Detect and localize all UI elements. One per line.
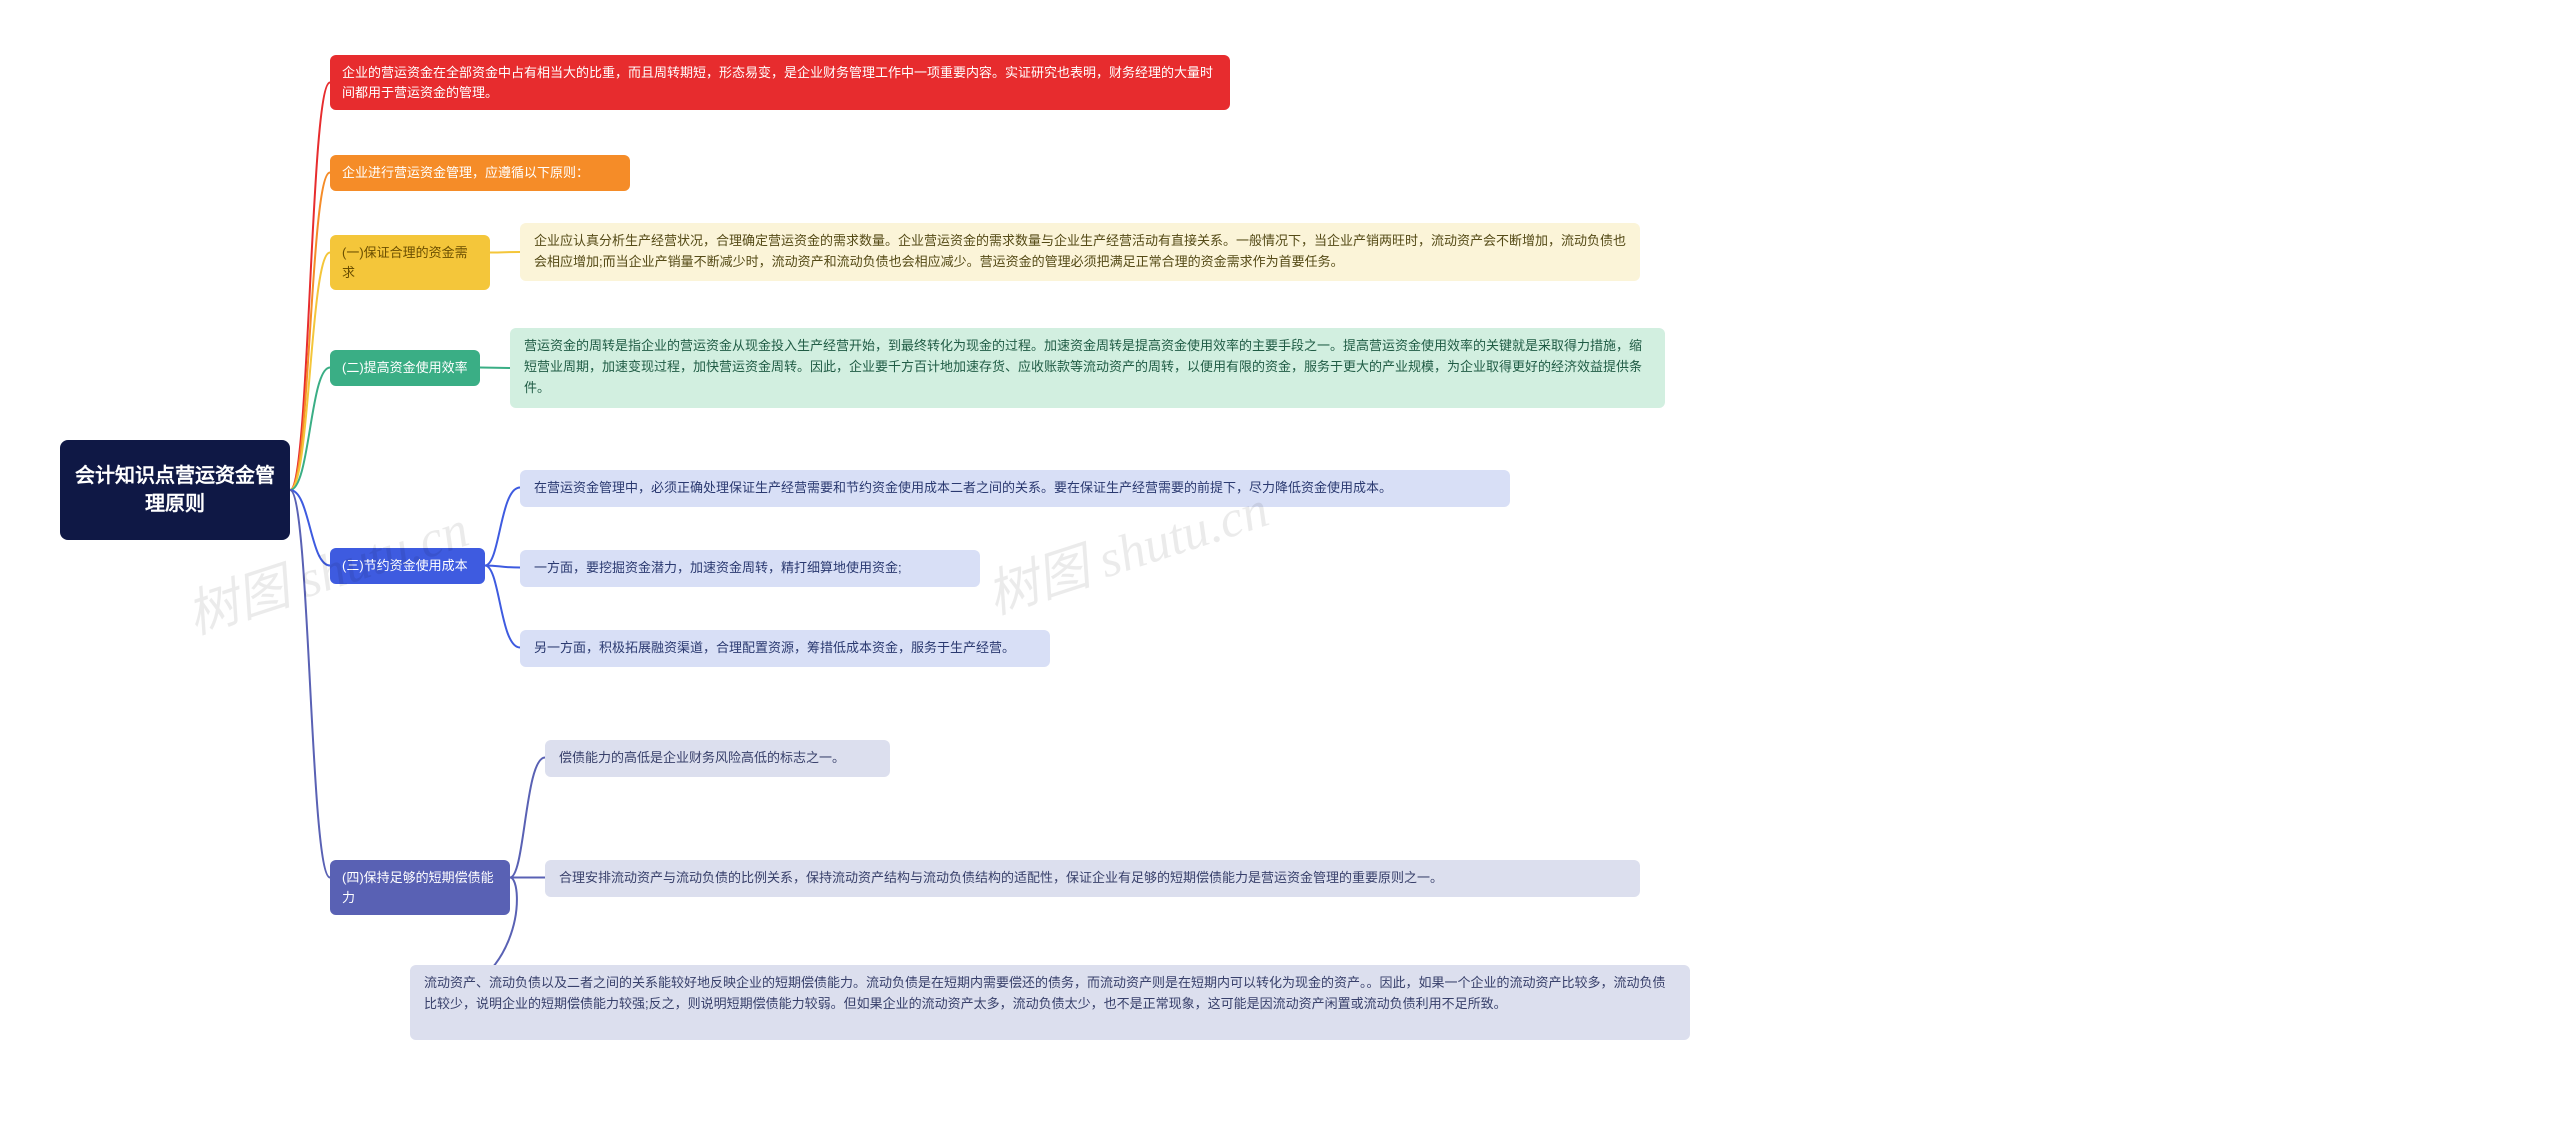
leaf-node[interactable]: 合理安排流动资产与流动负债的比例关系，保持流动资产结构与流动负债结构的适配性，保… xyxy=(545,860,1640,897)
leaf-node[interactable]: 企业应认真分析生产经营状况，合理确定营运资金的需求数量。企业营运资金的需求数量与… xyxy=(520,223,1640,281)
branch-node[interactable]: (四)保持足够的短期偿债能力 xyxy=(330,860,510,915)
branch-node[interactable]: (一)保证合理的资金需求 xyxy=(330,235,490,290)
leaf-node[interactable]: 一方面，要挖掘资金潜力，加速资金周转，精打细算地使用资金; xyxy=(520,550,980,587)
leaf-node[interactable]: 流动资产、流动负债以及二者之间的关系能较好地反映企业的短期偿债能力。流动负债是在… xyxy=(410,965,1690,1040)
leaf-node[interactable]: 在营运资金管理中，必须正确处理保证生产经营需要和节约资金使用成本二者之间的关系。… xyxy=(520,470,1510,507)
branch-node[interactable]: 企业的营运资金在全部资金中占有相当大的比重，而且周转期短，形态易变，是企业财务管… xyxy=(330,55,1230,110)
leaf-node[interactable]: 偿债能力的高低是企业财务风险高低的标志之一。 xyxy=(545,740,890,777)
leaf-node[interactable]: 另一方面，积极拓展融资渠道，合理配置资源，筹措低成本资金，服务于生产经营。 xyxy=(520,630,1050,667)
branch-node[interactable]: 企业进行营运资金管理，应遵循以下原则： xyxy=(330,155,630,191)
branch-node[interactable]: (三)节约资金使用成本 xyxy=(330,548,485,584)
leaf-node[interactable]: 营运资金的周转是指企业的营运资金从现金投入生产经营开始，到最终转化为现金的过程。… xyxy=(510,328,1665,408)
root-node[interactable]: 会计知识点营运资金管理原则 xyxy=(60,440,290,540)
branch-node[interactable]: (二)提高资金使用效率 xyxy=(330,350,480,386)
mindmap-canvas: 会计知识点营运资金管理原则 企业的营运资金在全部资金中占有相当大的比重，而且周转… xyxy=(0,0,2560,1127)
